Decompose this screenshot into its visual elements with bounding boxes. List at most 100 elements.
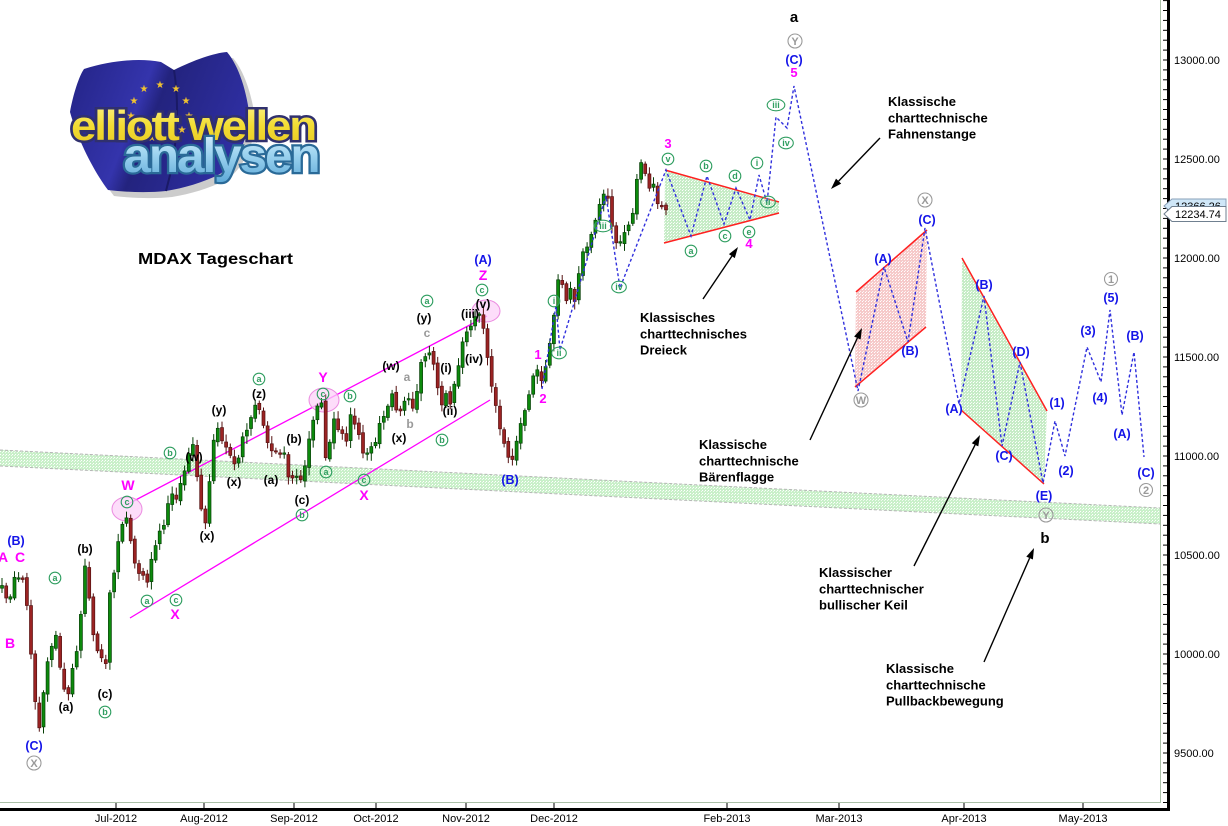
svg-text:c: c (124, 497, 129, 507)
svg-text:Oct-2012: Oct-2012 (353, 813, 398, 825)
svg-text:(x): (x) (227, 475, 242, 489)
svg-text:c: c (722, 231, 727, 241)
svg-text:Y: Y (791, 36, 799, 48)
svg-text:iv: iv (615, 282, 623, 292)
svg-text:e: e (746, 227, 751, 237)
svg-text:(A): (A) (945, 402, 962, 416)
svg-text:10000.00: 10000.00 (1174, 649, 1220, 661)
svg-text:(5): (5) (1103, 291, 1118, 305)
svg-text:a: a (790, 9, 799, 26)
svg-text:(y): (y) (212, 403, 227, 417)
svg-text:iv: iv (782, 138, 790, 148)
svg-text:★: ★ (134, 125, 143, 136)
svg-text:★: ★ (172, 84, 181, 95)
svg-text:12234.74: 12234.74 (1175, 209, 1221, 221)
svg-text:(3): (3) (1080, 324, 1095, 338)
svg-text:★: ★ (185, 111, 194, 122)
svg-text:b: b (439, 435, 445, 445)
svg-text:c: c (173, 595, 178, 605)
svg-text:12500.00: 12500.00 (1174, 154, 1220, 166)
svg-text:X: X (359, 487, 369, 503)
svg-text:(ii): (ii) (443, 404, 458, 418)
svg-text:A: A (0, 549, 8, 565)
svg-text:v: v (665, 154, 670, 164)
svg-text:iii: iii (599, 221, 607, 231)
svg-text:c: c (424, 326, 431, 340)
svg-text:a: a (144, 596, 150, 606)
svg-text:c: c (320, 389, 325, 399)
svg-text:i: i (553, 296, 556, 306)
svg-text:Nov-2012: Nov-2012 (442, 813, 490, 825)
svg-text:i: i (756, 158, 759, 168)
svg-text:B: B (5, 635, 15, 651)
svg-text:X: X (30, 758, 38, 770)
svg-text:3: 3 (664, 136, 671, 151)
svg-text:(iii): (iii) (461, 307, 479, 321)
svg-text:(C): (C) (1137, 466, 1154, 480)
svg-text:(b): (b) (286, 432, 301, 446)
svg-text:analysen: analysen (124, 130, 319, 183)
svg-text:(z): (z) (252, 387, 266, 401)
svg-text:(B): (B) (501, 473, 518, 487)
svg-text:★: ★ (164, 133, 173, 144)
svg-text:(C): (C) (25, 739, 42, 753)
svg-text:C: C (15, 549, 25, 565)
svg-text:4: 4 (745, 236, 753, 251)
svg-text:(w): (w) (185, 450, 202, 464)
svg-text:(i): (i) (440, 361, 451, 375)
svg-text:(c): (c) (98, 687, 113, 701)
svg-text:b: b (102, 707, 108, 717)
svg-text:a: a (323, 467, 329, 477)
svg-text:Feb-2013: Feb-2013 (703, 813, 750, 825)
svg-text:Apr-2013: Apr-2013 (941, 813, 986, 825)
svg-text:Y: Y (1042, 510, 1050, 522)
svg-text:(B): (B) (975, 278, 992, 292)
svg-text:X: X (921, 195, 929, 207)
svg-text:Jul-2012: Jul-2012 (95, 813, 137, 825)
svg-text:a: a (256, 374, 262, 384)
svg-text:(2): (2) (1058, 464, 1073, 478)
svg-text:2: 2 (539, 391, 546, 406)
svg-text:(v): (v) (476, 297, 491, 311)
svg-text:(C): (C) (995, 449, 1012, 463)
svg-text:a: a (688, 246, 694, 256)
svg-text:(C): (C) (785, 53, 802, 67)
svg-text:a: a (52, 573, 58, 583)
svg-text:(a): (a) (59, 700, 74, 714)
svg-text:d: d (732, 171, 738, 181)
svg-text:a: a (424, 296, 430, 306)
svg-text:Sep-2012: Sep-2012 (270, 813, 318, 825)
svg-text:W: W (856, 395, 867, 407)
svg-text:11000.00: 11000.00 (1174, 451, 1219, 463)
svg-text:ii: ii (556, 348, 561, 358)
svg-text:10500.00: 10500.00 (1174, 550, 1220, 562)
svg-text:★: ★ (127, 111, 136, 122)
svg-text:iii: iii (772, 100, 780, 110)
svg-text:(D): (D) (1012, 345, 1029, 359)
svg-text:(iv): (iv) (465, 352, 483, 366)
svg-text:Y: Y (318, 369, 328, 385)
svg-text:(w): (w) (382, 359, 399, 373)
svg-text:(b): (b) (77, 542, 92, 556)
svg-text:Mar-2013: Mar-2013 (815, 813, 862, 825)
svg-text:★: ★ (182, 96, 191, 107)
svg-text:Aug-2012: Aug-2012 (180, 813, 228, 825)
svg-text:11500.00: 11500.00 (1174, 352, 1219, 364)
svg-text:★: ★ (148, 133, 157, 144)
svg-text:★: ★ (140, 84, 149, 95)
svg-text:★: ★ (156, 80, 165, 91)
svg-text:(a): (a) (264, 473, 279, 487)
svg-text:(A): (A) (474, 253, 491, 267)
svg-text:c: c (361, 475, 366, 485)
svg-text:b: b (299, 510, 305, 520)
svg-text:c: c (479, 285, 484, 295)
svg-text:(E): (E) (1036, 489, 1053, 503)
svg-text:Z: Z (479, 267, 488, 283)
svg-text:W: W (121, 477, 135, 493)
svg-text:9500.00: 9500.00 (1174, 748, 1214, 760)
svg-text:b: b (1040, 530, 1049, 547)
svg-text:1: 1 (534, 347, 541, 362)
